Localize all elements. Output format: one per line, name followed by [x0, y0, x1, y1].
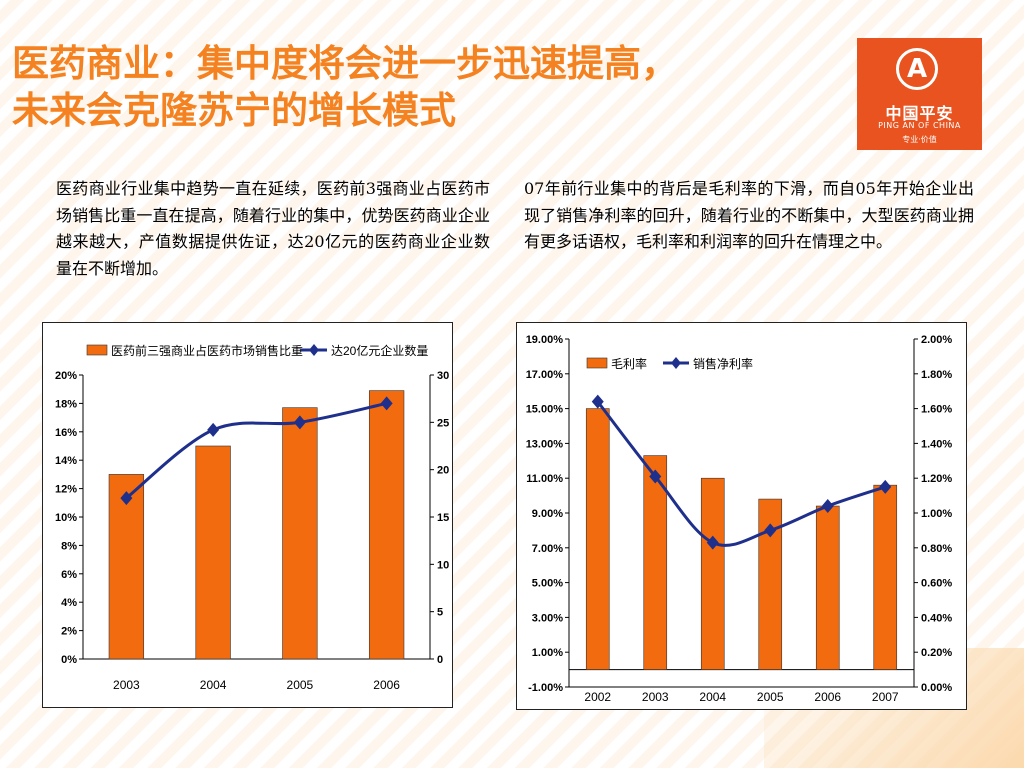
- y2-tick-label: 0.80%: [921, 543, 952, 555]
- y-tick-label: 14%: [55, 455, 77, 467]
- legend-bar-label: 医药前三强商业占医药市场销售比重: [111, 343, 303, 358]
- y-tick-label: 8%: [61, 540, 77, 552]
- y2-tick-label: 30: [437, 370, 449, 382]
- y2-tick-label: 25: [437, 417, 449, 429]
- bar: [873, 484, 898, 670]
- y-tick-label: 3.00%: [532, 612, 563, 624]
- y2-tick-label: 5: [437, 607, 443, 619]
- y2-tick-label: 0.00%: [921, 682, 952, 694]
- y-tick-label: 9.00%: [532, 508, 563, 520]
- y2-tick-label: 0: [437, 654, 443, 666]
- legend-line-marker: [671, 357, 681, 369]
- y-tick-label: 1.00%: [532, 647, 563, 659]
- logo-mark-icon: [896, 48, 938, 90]
- paragraph-left: 医药商业行业集中趋势一直在延续，医药前3强商业占医药市场销售比重一直在提高，随着…: [56, 179, 490, 278]
- y-tick-label: 15.00%: [526, 404, 564, 416]
- y-tick-label: 5.00%: [532, 578, 563, 590]
- bar: [368, 390, 405, 660]
- bar: [700, 477, 725, 670]
- line-point: [879, 479, 892, 494]
- y2-tick-label: 0.40%: [921, 612, 952, 624]
- y2-tick-label: 1.80%: [921, 369, 952, 381]
- legend-bar-label: 毛利率: [611, 356, 647, 371]
- y-tick-label: 17.00%: [526, 369, 564, 381]
- title-line-2: 未来会克隆苏宁的增长模式: [12, 89, 456, 132]
- legend-line-marker: [309, 344, 319, 356]
- paragraph-right: 07年前行业集中的背后是毛利率的下滑，而自05年开始企业出现了销售净利率的回升，…: [524, 179, 974, 251]
- bar: [815, 505, 840, 670]
- line-point: [207, 422, 220, 437]
- legend-line-label: 达20亿元企业数量: [331, 343, 428, 358]
- x-tick-label: 2007: [872, 690, 899, 704]
- company-logo: 中国平安 PING AN OF CHINA 专业·价值: [857, 38, 982, 150]
- line-point: [293, 415, 306, 430]
- y-tick-label: 19.00%: [526, 334, 564, 346]
- x-tick-label: 2006: [814, 690, 841, 704]
- x-tick-label: 2003: [642, 690, 669, 704]
- x-tick-label: 2005: [757, 690, 784, 704]
- line-point: [706, 535, 719, 550]
- logo-tagline: 专业·价值: [902, 135, 937, 144]
- series-line: [125, 401, 387, 500]
- y-tick-label: 6%: [61, 569, 77, 581]
- bar: [108, 474, 145, 660]
- chart-panel-left: 0% 2% 4% 6% 8% 10% 12% 14% 16% 18% 20% 0 5 10 15 20 25 30…: [42, 322, 453, 708]
- line-point: [649, 469, 662, 484]
- y2-tick-label: 20: [437, 465, 449, 477]
- bar: [643, 455, 668, 670]
- chart-left: 0% 2% 4% 6% 8% 10% 12% 14% 16% 18% 20% 0 5 10 15 20 25 30…: [55, 343, 449, 692]
- bar: [585, 408, 610, 670]
- y-tick-label: 4%: [61, 597, 77, 609]
- x-tick-label: 2004: [699, 690, 726, 704]
- y2-tick-label: 1.20%: [921, 473, 952, 485]
- y-tick-label: 11.00%: [526, 473, 563, 485]
- page-title: 医药商业：集中度将会进一步迅速提高， 未来会克隆苏宁的增长模式: [12, 40, 842, 134]
- bar: [282, 407, 318, 660]
- bar: [758, 498, 783, 670]
- line-point: [591, 394, 604, 409]
- logo-chinese-name: 中国平安: [885, 104, 954, 123]
- x-tick-label: 2005: [287, 678, 314, 692]
- line-point: [821, 499, 834, 514]
- legend-line-label: 销售净利率: [693, 356, 753, 371]
- y2-tick-label: 2.00%: [921, 334, 952, 346]
- y2-tick-label: 0.20%: [921, 647, 952, 659]
- y2-tick-label: 1.00%: [921, 508, 952, 520]
- line-point: [120, 491, 133, 506]
- y-tick-label: 7.00%: [532, 543, 563, 555]
- series-line: [596, 400, 886, 547]
- legend-bar-swatch: [86, 344, 108, 356]
- y2-tick-label: 10: [437, 559, 449, 571]
- y-tick-label: -1.00%: [528, 682, 563, 694]
- y-tick-label: 18%: [55, 398, 77, 410]
- x-tick-label: 2004: [200, 678, 227, 692]
- logo-english-name: PING AN OF CHINA: [878, 121, 961, 130]
- bar: [195, 445, 231, 660]
- title-line-1: 医药商业：集中度将会进一步迅速提高，: [12, 42, 678, 85]
- chart-panel-right: -1.00% 1.00% 3.00% 5.00% 7.00% 9.00% 11.00% 13.…: [516, 322, 967, 710]
- y2-tick-label: 0.60%: [921, 578, 952, 590]
- y-tick-label: 2%: [61, 626, 77, 638]
- x-tick-label: 2003: [113, 678, 140, 692]
- line-point: [380, 396, 393, 411]
- y-tick-label: 13.00%: [526, 438, 564, 450]
- y-tick-label: 20%: [55, 370, 77, 382]
- legend-bar-swatch: [586, 357, 608, 369]
- y2-tick-label: 1.40%: [921, 438, 952, 450]
- y-tick-label: 12%: [55, 484, 77, 496]
- y-tick-label: 10%: [55, 512, 77, 524]
- y2-tick-label: 1.60%: [921, 404, 952, 416]
- x-tick-label: 2006: [373, 678, 400, 692]
- line-point: [764, 523, 777, 538]
- chart-right: -1.00% 1.00% 3.00% 5.00% 7.00% 9.00% 11.00% 13.…: [526, 334, 953, 704]
- x-tick-label: 2002: [584, 690, 611, 704]
- y-tick-label: 0%: [61, 654, 77, 666]
- y2-tick-label: 15: [437, 512, 449, 524]
- y-tick-label: 16%: [55, 427, 77, 439]
